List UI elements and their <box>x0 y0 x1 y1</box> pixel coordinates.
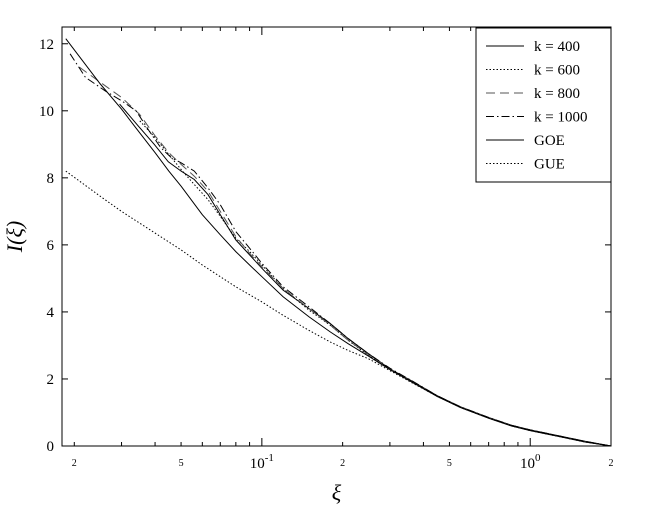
x-minor-tick-label: 5 <box>447 458 452 469</box>
x-tick-label: 10-1 <box>250 452 274 472</box>
x-axis-label: ξ <box>332 480 342 505</box>
legend-label: k = 1000 <box>534 110 587 126</box>
series-layer <box>65 38 612 447</box>
y-tick-label: 8 <box>47 171 55 187</box>
series-line-4 <box>65 38 612 447</box>
x-minor-tick-label: 5 <box>179 458 184 469</box>
y-tick-label: 4 <box>47 305 55 321</box>
legend-label: GUE <box>534 157 565 173</box>
x-minor-tick-label: 2 <box>340 458 345 469</box>
y-tick-label: 10 <box>39 104 54 120</box>
legend-label: GOE <box>534 133 565 149</box>
x-tick-label: 100 <box>520 452 541 472</box>
series-line-3 <box>69 53 612 447</box>
legend-box <box>475 27 612 183</box>
legend-label: k = 400 <box>534 39 580 55</box>
y-tick-label: 0 <box>47 439 55 455</box>
x-minor-tick-label: 2 <box>609 458 614 469</box>
legend-label: k = 800 <box>534 86 580 102</box>
y-tick-label: 2 <box>47 372 55 388</box>
legend: k = 400 k = 600 k = 800 k = 1000 GOE GUE <box>475 27 612 183</box>
series-line-2 <box>79 66 612 447</box>
legend-label: k = 600 <box>534 63 580 79</box>
plot-frame <box>61 26 612 447</box>
y-tick-label: 6 <box>47 238 55 254</box>
y-tick-label: 12 <box>39 37 54 53</box>
series-line-5 <box>65 170 612 447</box>
x-minor-tick-label: 2 <box>72 458 77 469</box>
series-line-1 <box>139 120 612 447</box>
y-axis-label: I(ξ) <box>2 221 27 253</box>
